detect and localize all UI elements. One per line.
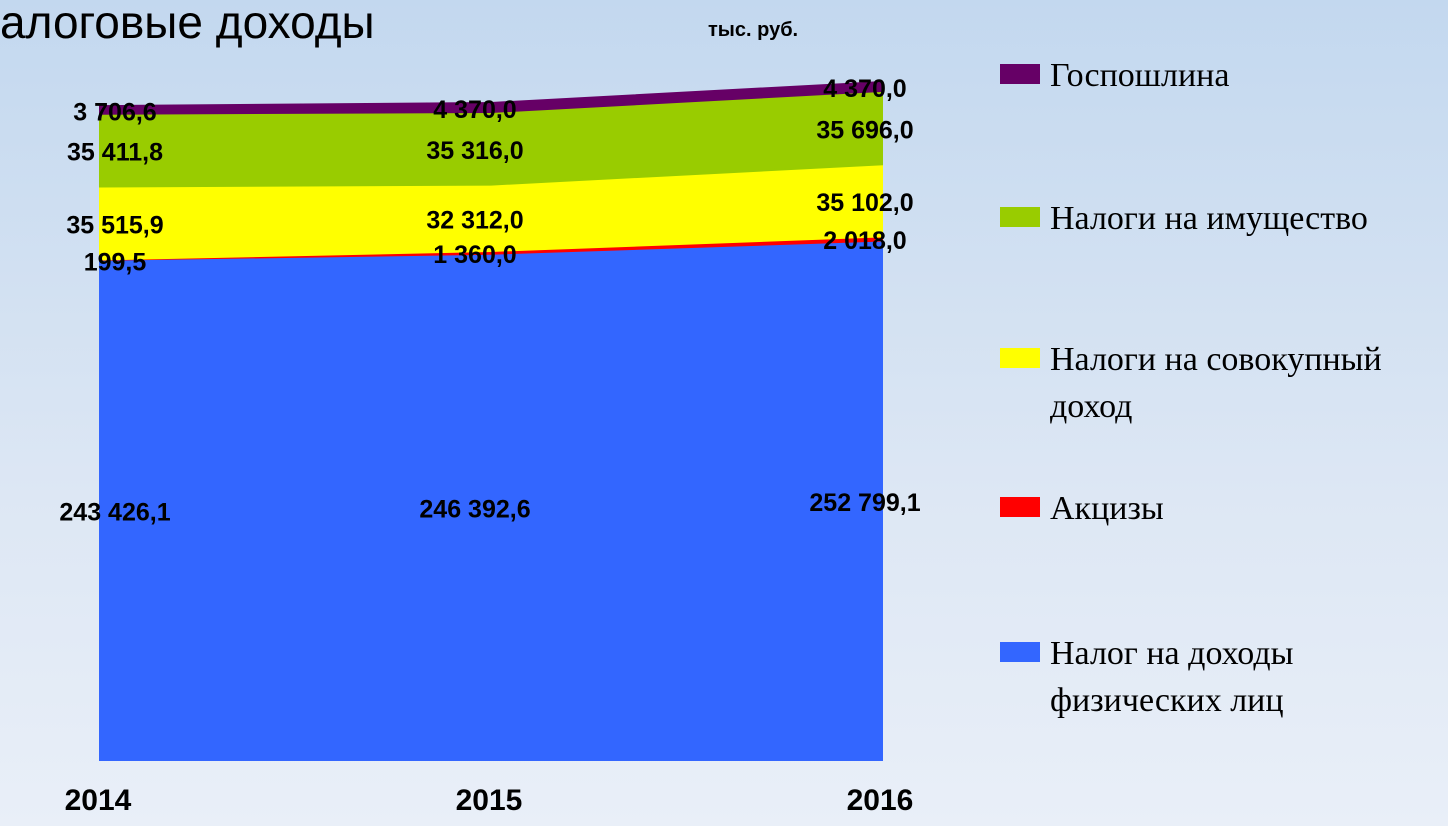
areas	[99, 80, 883, 761]
value-label: 2 018,0	[823, 227, 906, 255]
value-label: 35 102,0	[816, 189, 913, 217]
value-label: 32 312,0	[426, 206, 523, 234]
area	[99, 80, 883, 115]
legend-swatch	[1000, 64, 1040, 84]
legend-label: Налог на доходы физических лиц	[1050, 635, 1294, 719]
value-label: 35 696,0	[816, 116, 913, 144]
legend-label: Акцизы	[1050, 490, 1164, 527]
x-tick-label: 2014	[65, 784, 132, 817]
value-label: 246 392,6	[419, 495, 530, 523]
chart-title: алоговые доходы	[0, 0, 375, 48]
x-tick-label: 2015	[456, 784, 523, 817]
value-label: 4 370,0	[433, 96, 516, 124]
value-label: 243 426,1	[59, 499, 170, 527]
value-label: 35 515,9	[66, 212, 163, 240]
value-label: 3 706,6	[73, 99, 156, 127]
unit-label: тыс. руб.	[708, 19, 798, 41]
value-label: 4 370,0	[823, 75, 906, 103]
legend-swatch	[1000, 642, 1040, 662]
legend-label: Госпошлина	[1050, 57, 1230, 94]
legend-swatch	[1000, 348, 1040, 368]
value-label: 252 799,1	[809, 489, 920, 517]
value-label: 35 411,8	[67, 139, 163, 167]
legend-swatch	[1000, 497, 1040, 517]
legend-swatch	[1000, 207, 1040, 227]
x-tick-label: 2016	[847, 784, 914, 817]
value-label: 1 360,0	[433, 241, 516, 269]
value-label: 35 316,0	[426, 137, 523, 165]
legend-label: Налоги на имущество	[1050, 200, 1368, 237]
legend-label: Налоги на совокупный доход	[1050, 341, 1382, 425]
value-label: 199,5	[84, 248, 147, 276]
